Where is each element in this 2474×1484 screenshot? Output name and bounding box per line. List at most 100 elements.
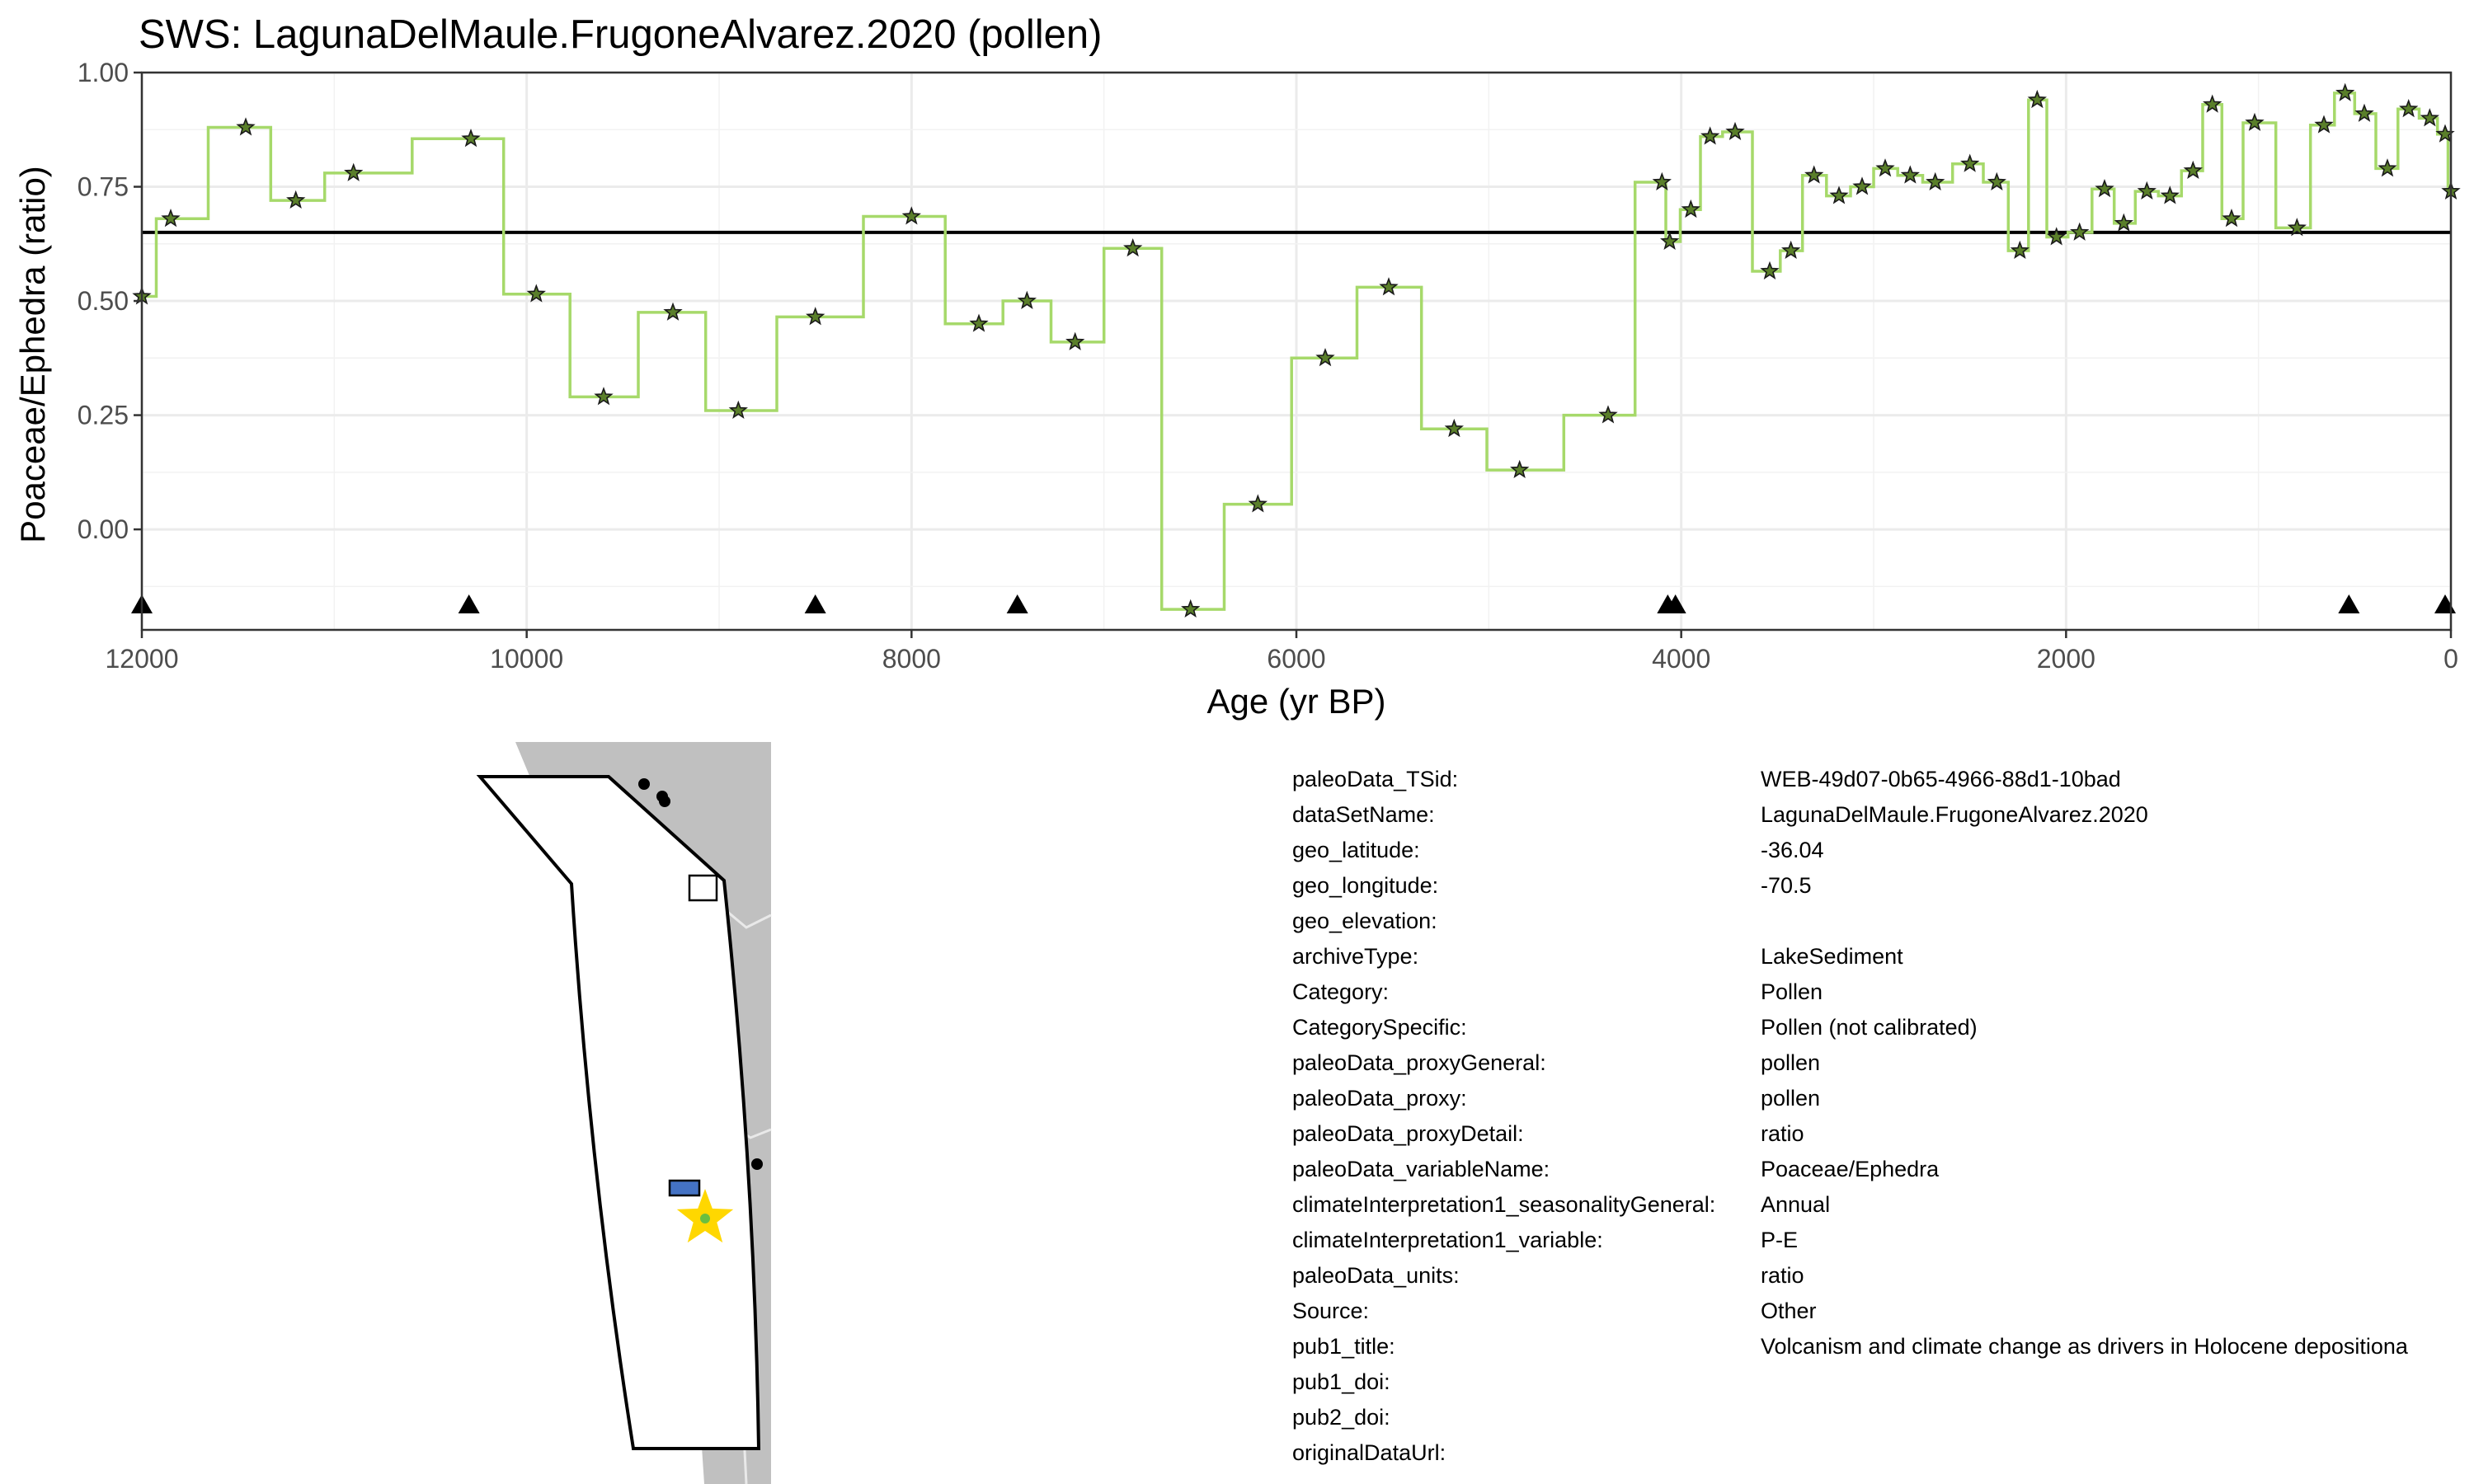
- data-point-star: [461, 129, 481, 148]
- data-point-star: [2378, 158, 2397, 177]
- data-point-star: [1987, 171, 2006, 190]
- metadata-value: Annual: [1761, 1192, 1831, 1217]
- data-point-star: [1379, 277, 1399, 296]
- data-point-star: [806, 307, 825, 326]
- chart-title: SWS: LagunaDelMaule.FrugoneAlvarez.2020 …: [139, 12, 1103, 57]
- data-point-star: [344, 162, 364, 181]
- data-point-star: [1926, 171, 1945, 190]
- data-point-star: [1804, 165, 1824, 184]
- data-point-star: [728, 400, 748, 419]
- metadata-key: paleoData_proxyGeneral:: [1292, 1050, 1546, 1075]
- data-point-star: [526, 284, 546, 303]
- data-point-star: [1660, 231, 1680, 250]
- data-point-star: [2354, 103, 2374, 122]
- data-point-star: [2010, 240, 2030, 260]
- metadata-value: WEB-49d07-0b65-4966-88d1-10bad: [1761, 767, 2121, 791]
- x-axis: 12000 10000 8000 6000 4000 2000 0: [106, 630, 2458, 674]
- data-point-star: [2070, 222, 2090, 241]
- metadata-value: -36.04: [1761, 838, 1824, 862]
- map-border-2: [721, 905, 772, 929]
- x-tick-label: 6000: [1267, 644, 1325, 674]
- metadata-key: paleoData_units:: [1292, 1263, 1460, 1288]
- metadata-value: Pollen (not calibrated): [1761, 1015, 1978, 1040]
- metadata-key: archiveType:: [1292, 944, 1419, 969]
- metadata-key: climateInterpretation1_variable:: [1292, 1228, 1603, 1252]
- y-tick-label: 0.50: [78, 286, 129, 316]
- metadata-key: Category:: [1292, 979, 1390, 1004]
- metadata-key: paleoData_variableName:: [1292, 1157, 1550, 1181]
- x-tick-label: 0: [2443, 644, 2458, 674]
- data-point-star: [1248, 494, 1268, 513]
- data-point-star: [2137, 181, 2157, 200]
- data-point-star: [2314, 115, 2334, 134]
- data-point-star: [1652, 171, 1672, 190]
- data-point-star: [1852, 176, 1872, 195]
- metadata-value: pollen: [1761, 1050, 1821, 1075]
- metadata-value: -70.5: [1761, 873, 1812, 898]
- data-point-star: [2287, 218, 2307, 237]
- data-point-star: [1725, 121, 1745, 140]
- x-tick-label: 2000: [2037, 644, 2095, 674]
- data-point-star: [969, 313, 989, 332]
- data-point-star: [2027, 89, 2047, 109]
- data-point-star: [236, 117, 256, 136]
- data-point-star: [286, 190, 306, 209]
- chron-marker: [458, 594, 480, 613]
- data-point-star: [2245, 112, 2265, 131]
- site-dot: [659, 796, 670, 807]
- metadata-value: Poaceae/Ephedra: [1761, 1157, 1940, 1181]
- site-center-dot: [700, 1214, 710, 1223]
- data-point-star: [663, 302, 683, 321]
- chron-markers: [131, 594, 2456, 613]
- chron-marker: [2338, 594, 2360, 613]
- y-axis-label: Poaceae/Ephedra (ratio): [13, 166, 52, 543]
- data-point-star: [1598, 405, 1618, 424]
- metadata-value: LakeSediment: [1761, 944, 1903, 969]
- metadata-key: geo_latitude:: [1292, 838, 1420, 862]
- metadata-value: Pollen: [1761, 979, 1823, 1004]
- metadata-value: P-E: [1761, 1228, 1799, 1252]
- data-point-star: [594, 387, 614, 406]
- data-point-star: [1700, 126, 1720, 145]
- metadata-value: LagunaDelMaule.FrugoneAlvarez.2020: [1761, 802, 2148, 827]
- metadata-key: originalDataUrl:: [1292, 1440, 1446, 1465]
- x-tick-label: 12000: [106, 644, 179, 674]
- metadata-key: pub2_doi:: [1292, 1405, 1390, 1430]
- map-inset: [476, 742, 772, 1484]
- data-point-star: [1829, 186, 1849, 204]
- metadata-key: geo_elevation:: [1292, 909, 1437, 933]
- data-point-star: [901, 206, 921, 225]
- data-point-star: [1960, 153, 1980, 172]
- chron-marker: [804, 594, 826, 613]
- data-point-star: [1875, 158, 1895, 177]
- y-tick-label: 0.25: [78, 401, 129, 430]
- proxy-box: [668, 1179, 701, 1197]
- x-tick-label: 10000: [490, 644, 563, 674]
- data-point-star: [2160, 186, 2180, 204]
- chron-marker: [1664, 594, 1686, 613]
- data-point-star: [2183, 160, 2203, 180]
- data-point-star: [1065, 331, 1085, 350]
- x-tick-label: 4000: [1652, 644, 1710, 674]
- site-dot: [751, 1158, 763, 1170]
- y-tick-label: 0.75: [78, 172, 129, 202]
- data-point-star: [2114, 213, 2133, 232]
- metadata-value: ratio: [1761, 1121, 1804, 1146]
- metadata-value: pollen: [1761, 1086, 1821, 1111]
- metadata-key: climateInterpretation1_seasonalityGenera…: [1292, 1192, 1716, 1217]
- metadata-value: Volcanism and climate change as drivers …: [1761, 1334, 2408, 1359]
- metadata-key: paleoData_TSid:: [1292, 767, 1459, 791]
- data-point-star: [1181, 599, 1201, 618]
- points-group: [132, 82, 2461, 618]
- data-point-star: [2420, 108, 2439, 127]
- data-point-star: [1315, 348, 1335, 367]
- data-point-star: [2095, 179, 2114, 198]
- data-point-star: [1781, 240, 1801, 260]
- data-point-star: [1444, 418, 1464, 438]
- site-dot: [638, 778, 650, 790]
- chron-marker: [1006, 594, 1028, 613]
- metadata-key: CategorySpecific:: [1292, 1015, 1467, 1040]
- metadata-key: dataSetName:: [1292, 802, 1435, 827]
- metadata-key: pub1_doi:: [1292, 1369, 1390, 1394]
